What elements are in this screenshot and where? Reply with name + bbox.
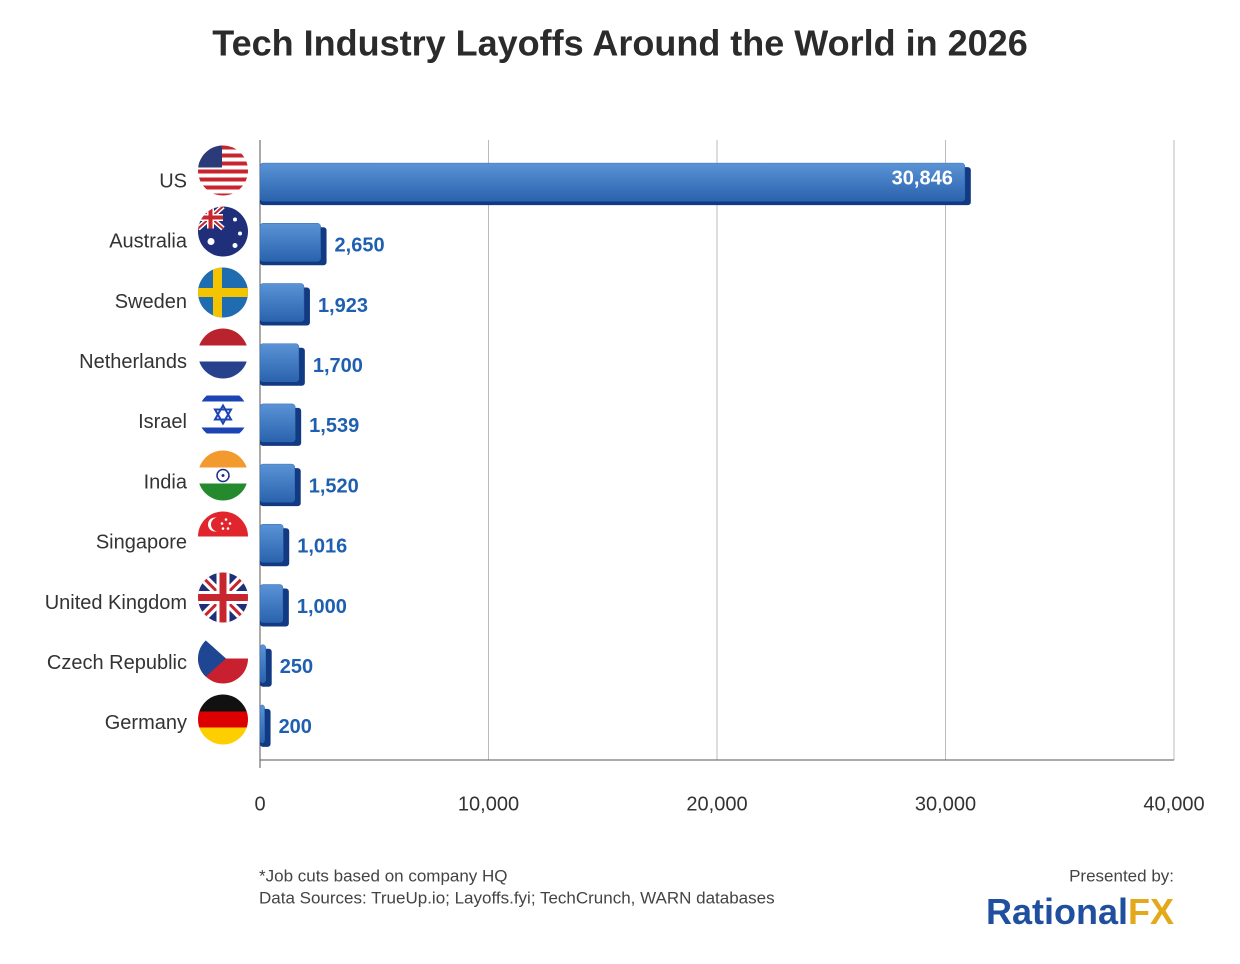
flag-india [198, 450, 248, 501]
flag-germany [198, 694, 248, 745]
bar [259, 524, 284, 563]
y-tick-label: Australia [109, 231, 188, 253]
flag-uk [198, 572, 248, 623]
bar [259, 463, 295, 503]
credit: Presented by: [1069, 866, 1174, 885]
value-label: 2,650 [335, 235, 385, 257]
value-label: 1,520 [309, 475, 359, 497]
flag-netherlands [198, 328, 248, 379]
y-tick-label: Czech Republic [47, 652, 187, 674]
bar [259, 223, 321, 262]
value-label: 1,000 [297, 596, 347, 618]
value-label: 1,016 [297, 536, 347, 558]
x-tick-label: 30,000 [915, 793, 976, 815]
footnote: *Job cuts based on company HQ [259, 866, 508, 885]
flag-australia [198, 206, 248, 257]
bar [259, 704, 265, 744]
y-tick-label: United Kingdom [45, 592, 187, 614]
y-tick-label: India [144, 471, 188, 493]
bar-group: 1,000 [259, 584, 347, 627]
bar-group: 1,520 [259, 463, 359, 507]
y-tick-label: Germany [105, 712, 187, 734]
bar-group: 200 [259, 704, 312, 747]
x-tick-label: 10,000 [458, 793, 519, 815]
bar-group: 1,700 [259, 343, 363, 386]
flag-sweden [198, 267, 248, 318]
bar-group: 1,539 [259, 403, 359, 446]
flag-singapore [198, 511, 248, 562]
bar [259, 162, 966, 202]
value-label: 1,539 [309, 415, 359, 437]
bar [259, 644, 266, 683]
chart-title: Tech Industry Layoffs Around the World i… [212, 23, 1027, 64]
x-tick-label: 40,000 [1143, 793, 1204, 815]
flags [198, 145, 248, 745]
bar-group: 1,016 [259, 524, 347, 567]
sources: Data Sources: TrueUp.io; Layoffs.fyi; Te… [259, 888, 775, 907]
x-tick-label: 0 [254, 793, 265, 815]
y-tick-label: Israel [138, 411, 187, 433]
logo: RationalFX [986, 891, 1174, 932]
y-tick-label: US [159, 170, 187, 192]
logo-main: Rational [986, 891, 1128, 932]
y-tick-label: Netherlands [79, 351, 187, 373]
value-label: 1,923 [318, 295, 368, 317]
logo-accent: FX [1128, 891, 1174, 932]
plot-area: 0 10,000 20,000 30,000 40,000 US 30,846 Austral… [45, 140, 1205, 815]
y-tick-label: Singapore [96, 532, 187, 554]
y-tick-label: Sweden [115, 291, 187, 313]
value-label: 250 [280, 656, 313, 678]
bar-group: 1,923 [259, 283, 368, 326]
value-label: 200 [279, 716, 312, 738]
value-label: 30,846 [892, 167, 953, 189]
bar-group: 250 [259, 644, 313, 687]
bar-group: 2,650 [259, 223, 385, 266]
bar [259, 584, 284, 623]
x-tick-label: 20,000 [686, 793, 747, 815]
bar [259, 343, 300, 382]
flag-israel [198, 389, 248, 440]
bar [259, 283, 305, 322]
flag-czech [198, 633, 248, 684]
bar [259, 403, 296, 443]
flag-us [198, 145, 248, 196]
value-label: 1,700 [313, 355, 363, 377]
bar-group: 30,846 [259, 162, 971, 206]
